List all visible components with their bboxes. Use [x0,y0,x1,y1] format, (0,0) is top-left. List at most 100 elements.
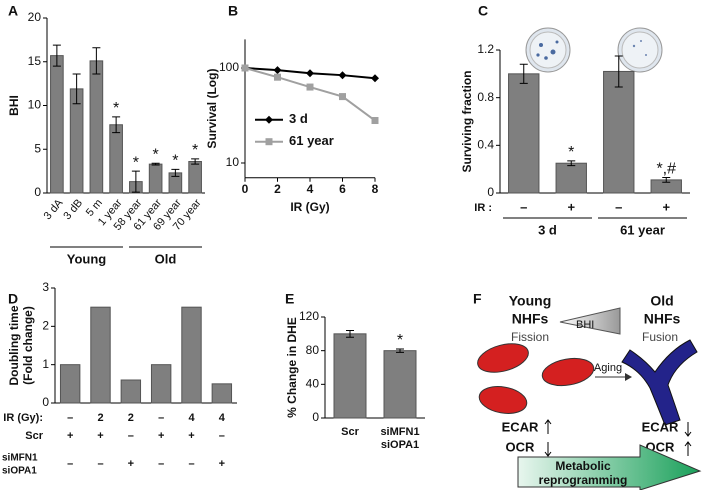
trend-arrows [684,422,692,456]
panel-label: E [285,291,294,307]
young-ecar: ECAR [502,419,539,434]
significance-mark: * [172,153,178,170]
x-axis-label: IR (Gy) [290,200,329,214]
marker [274,73,281,81]
row-cell: 2 [128,412,134,424]
x-tick-label: siMFN1 [380,426,419,438]
x-tick-label: siOPA1 [381,439,419,451]
x-tick-label: – [520,199,527,214]
error-bar [52,44,61,67]
error-bar [151,162,160,166]
significance-mark: * [192,142,198,159]
marker [339,93,346,101]
x-tick-label: Scr [341,426,359,438]
row-cell: – [158,458,164,470]
y-tick-label: 5 [34,141,41,155]
bar [188,161,202,194]
bar [508,73,540,194]
x-tick-label: 3 dB [61,197,85,222]
bar [50,55,64,194]
dish-images [525,27,663,73]
y-axis-label: BHI [7,95,21,116]
trend-arrows [544,419,552,457]
panel-label: D [8,291,18,307]
significance-mark: * [153,146,159,163]
group-label: 61 year [620,222,665,237]
y-tick-label: 10 [28,98,42,112]
y-tick-label: 10 [226,155,240,169]
error-bar [92,47,101,75]
mitochondrion [477,343,529,373]
error-bar [567,160,576,167]
error-bar [171,168,180,177]
bar [69,88,84,194]
group-label: 3 d [538,222,557,237]
mitochondrion [478,386,528,414]
bar [333,333,367,419]
error-bar [396,348,404,353]
x-tick-label: 2 [274,182,281,196]
x-tick-label: 4 [307,182,314,196]
marker [273,66,282,75]
significance-mark: * [133,154,139,171]
error-bar [519,63,528,84]
row-label: siOPA1 [2,466,37,477]
x-tick-label: – [615,199,622,214]
panel-f: F Young NHFs Fission Old NHFs Fusion BHI… [473,291,702,490]
x-tick-label: 8 [372,182,379,196]
row-cell: + [188,430,194,442]
legend-label: 3 d [289,111,308,126]
bar [150,364,172,404]
error-bar [191,158,200,165]
y-axis-label: (Fold change) [21,306,35,385]
row-cell: + [67,430,73,442]
y-tick-label: 0.4 [477,138,494,152]
bar [211,383,233,404]
significance-mark: * [113,100,119,117]
bar [120,379,142,404]
fused-mitochondrion [621,339,698,426]
panel-label: C [478,3,488,19]
bar [181,306,202,404]
row-cell: – [67,458,73,470]
y-tick-label: 120 [299,309,319,323]
legend-marker [265,115,273,124]
y-tick-label: 40 [306,377,320,391]
y-tick-label: 20 [28,10,42,24]
y-tick-label: 100 [219,60,239,74]
bhi-label: BHI [576,319,594,331]
row-cell: – [219,430,225,442]
row-cell: + [158,430,164,442]
young-title: NHFs [512,311,549,327]
y-tick-label: 0 [34,185,41,199]
panel-label: B [228,3,238,19]
error-bar [112,116,121,134]
group-label: Old [155,251,177,266]
legend-marker [265,138,273,146]
young-ocr: OCR [506,439,536,454]
x-tick-label: 6 [339,182,346,196]
row-cell: 4 [188,412,195,424]
row-cell: – [97,458,103,470]
row-cell: 4 [219,412,226,424]
x-tick-label: 0 [242,182,249,196]
row-label: Scr [25,430,43,442]
bar [109,124,123,194]
marker [306,69,314,78]
arrow-head [625,373,632,381]
x-tick-label: + [662,199,670,214]
banner-text: Metabolic [555,459,611,473]
legend-label: 61 year [289,133,334,148]
y-tick-label: 1.2 [477,42,494,56]
panel-label: F [473,291,482,307]
y-axis-label: % Change in DHE [285,317,299,418]
bar [59,364,81,404]
error-bar [346,329,354,338]
row-cell: – [158,412,164,424]
group-label: Young [67,251,107,266]
row-cell: – [188,458,194,470]
bhi-wedge [559,307,621,335]
significance-mark: * [568,144,574,161]
marker [371,117,379,125]
row-cell: + [128,458,134,470]
